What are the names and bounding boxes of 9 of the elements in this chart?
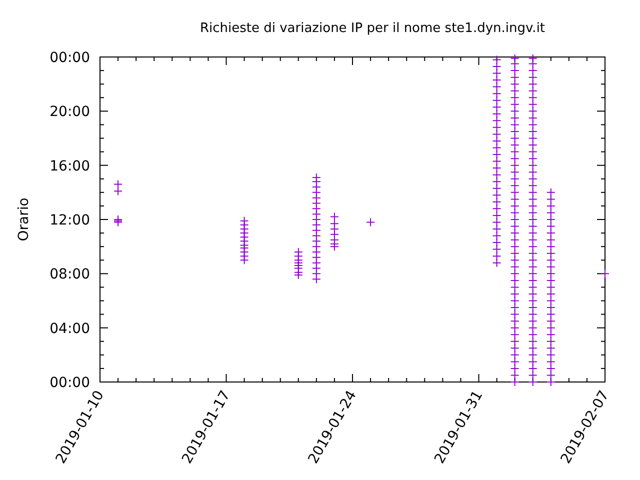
y-tick-label: 16:00 bbox=[50, 158, 90, 174]
y-tick-label: 20:00 bbox=[50, 104, 90, 120]
y-tick-label: 00:00 bbox=[50, 375, 90, 391]
y-tick-label: 08:00 bbox=[50, 266, 90, 283]
y-tick-label: 00:00 bbox=[50, 50, 90, 66]
y-tick-label: 04:00 bbox=[50, 320, 90, 337]
y-tick-label: 12:00 bbox=[50, 212, 90, 228]
chart-title: Richieste di variazione IP per il nome ste1.dyn.ingv.it bbox=[200, 21, 546, 36]
y-axis-title: Orario bbox=[16, 198, 32, 242]
